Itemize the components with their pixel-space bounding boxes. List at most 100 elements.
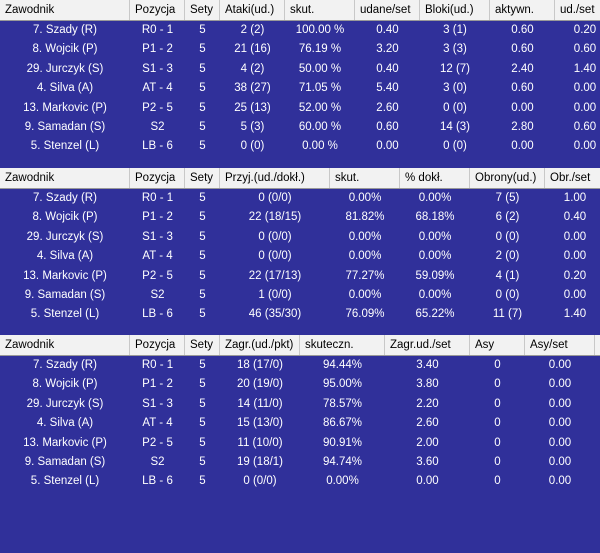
data-cell: 0 (0/0)	[243, 475, 277, 488]
data-cell: 0.00	[573, 140, 597, 153]
data-cell: 0.00	[548, 417, 572, 430]
stats-table: Zawodnik Pozycja Sety Ataki(ud.) skut. udane/…	[0, 0, 600, 157]
data-cell: 3.60	[416, 455, 439, 468]
column-header: ud./set	[555, 0, 600, 20]
data-cell: 5	[199, 436, 206, 449]
column-header: Zagr.ud./set	[385, 335, 470, 355]
data-cell: 5	[199, 475, 206, 488]
data-cell: 3.40	[416, 359, 439, 371]
data-cell: P1 - 2	[142, 43, 173, 56]
data-cell: 6 (2)	[495, 211, 520, 224]
data-cell: 4. Silva (A)	[36, 250, 94, 263]
data-cell: 0.20	[573, 24, 597, 36]
data-cell: 5	[199, 417, 206, 430]
data-cell: 2.80	[511, 120, 534, 133]
data-cell: 5	[199, 82, 206, 95]
data-cell: R0 - 1	[141, 359, 174, 371]
data-cell: 0.00%	[348, 230, 382, 243]
data-cell: 0.00%	[348, 250, 382, 263]
column-header: Pozycja	[130, 0, 185, 20]
data-cell: AT - 4	[142, 82, 173, 95]
stats-table: Zawodnik Pozycja Sety Przyj.(ud./dokł.) skut…	[0, 168, 600, 325]
data-row: 4. Silva (A) AT - 4 5 15 (13/0) 86.67% 2.60 0 0…	[0, 414, 600, 433]
data-cell: 11 (10/0)	[237, 436, 283, 449]
data-cell: 76.09%	[345, 308, 385, 321]
data-cell: 59.09%	[415, 269, 455, 282]
data-cell: 5	[199, 43, 206, 56]
data-row: 29. Jurczyk (S) S1 - 3 5 14 (11/0) 78.57% 2.2…	[0, 395, 600, 414]
column-header: Zawodnik	[0, 0, 130, 20]
data-cell: 22 (17/13)	[248, 269, 302, 282]
data-cell: 29. Jurczyk (S)	[26, 230, 104, 243]
data-cell: 15 (13/0)	[236, 417, 284, 430]
data-cell: 0.00	[548, 455, 572, 468]
header-row: Zawodnik Pozycja Sety Zagr.(ud./pkt) skutecz…	[0, 335, 600, 356]
data-row: 8. Wojcik (P) P1 - 2 5 22 (18/15) 81.82% 68.1…	[0, 208, 600, 227]
column-header: Zagr.(ud./pkt)	[220, 335, 300, 355]
column-header: skut.	[330, 168, 400, 188]
data-row: 9. Samadan (S) S2 5 19 (18/1) 94.74% 3.60 0 0.0…	[0, 453, 600, 472]
data-cell: LB - 6	[142, 140, 173, 153]
data-cell: 19 (18/1)	[236, 455, 284, 468]
data-cell: 5	[199, 101, 206, 114]
data-cell: 0	[494, 436, 501, 449]
data-cell: 0.00	[573, 101, 597, 114]
data-cell: 0.00	[573, 82, 597, 95]
data-cell: 0.00%	[418, 192, 452, 204]
column-header: Pozycja	[130, 335, 185, 355]
data-cell: P2 - 5	[142, 436, 173, 449]
data-cell: 5	[199, 211, 206, 224]
data-cell: 1.40	[563, 308, 587, 321]
data-cell: 21 (16)	[234, 43, 271, 56]
column-header: Obr./set	[545, 168, 600, 188]
data-cell: 0 (0)	[495, 230, 520, 243]
data-cell: 3.20	[376, 43, 399, 56]
data-cell: R0 - 1	[141, 24, 174, 36]
data-cell: 5	[199, 269, 206, 282]
data-cell: 13. Markovic (P)	[23, 101, 107, 114]
data-cell: 5.40	[376, 82, 399, 95]
data-cell: 5. Stenzel (L)	[30, 475, 100, 488]
column-header: aktywn.	[490, 0, 555, 20]
data-cell: 9. Samadan (S)	[24, 288, 106, 301]
data-cell: 5 (3)	[240, 120, 265, 133]
data-cell: 2.00	[416, 436, 439, 449]
data-cell: 78.57%	[322, 397, 362, 410]
data-cell: 3 (3)	[443, 43, 467, 56]
data-cell: 13. Markovic (P)	[23, 436, 107, 449]
data-cell: 14 (11/0)	[237, 397, 283, 410]
data-row: 9. Samadan (S) S2 5 1 (0/0) 0.00% 0.00% 0 (0) 0…	[0, 286, 600, 305]
column-header: Zawodnik	[0, 168, 130, 188]
data-cell: 0.00 %	[302, 140, 338, 153]
data-cell: LB - 6	[142, 308, 173, 321]
data-cell: 18 (17/0)	[236, 359, 284, 371]
data-cell: 25 (13)	[234, 101, 271, 114]
data-cell: 0 (0)	[240, 140, 265, 153]
column-header: Asy	[470, 335, 525, 355]
data-cell: 1.40	[573, 62, 597, 75]
data-cell: 46 (35/30)	[248, 308, 302, 321]
data-cell: 7. Szady (R)	[33, 192, 97, 204]
data-cell: 2 (2)	[240, 24, 265, 36]
data-row: 29. Jurczyk (S) S1 - 3 5 4 (2) 50.00 % 0.40 12…	[0, 60, 600, 79]
data-cell: 3 (0)	[443, 82, 467, 95]
column-header: Pozycja	[130, 168, 185, 188]
data-cell: 0.00	[548, 397, 572, 410]
data-cell: 9. Samadan (S)	[24, 455, 106, 468]
data-cell: 5	[199, 24, 206, 36]
data-row: 8. Wojcik (P) P1 - 2 5 20 (19/0) 95.00% 3.80 0…	[0, 375, 600, 394]
data-cell: 7. Szady (R)	[33, 24, 97, 36]
data-cell: 0 (0/0)	[258, 250, 292, 263]
data-cell: 5	[199, 455, 206, 468]
column-header: Sety	[185, 0, 220, 20]
data-cell: 81.82%	[345, 211, 385, 224]
data-cell: 0	[494, 359, 501, 371]
data-cell: 12 (7)	[439, 62, 471, 75]
data-cell: 38 (27)	[234, 82, 271, 95]
data-cell: 0.00%	[348, 192, 382, 204]
data-cell: 94.44%	[322, 359, 362, 371]
data-cell: 0.00%	[348, 288, 382, 301]
column-header	[595, 335, 600, 355]
column-header: Asy/set	[525, 335, 595, 355]
